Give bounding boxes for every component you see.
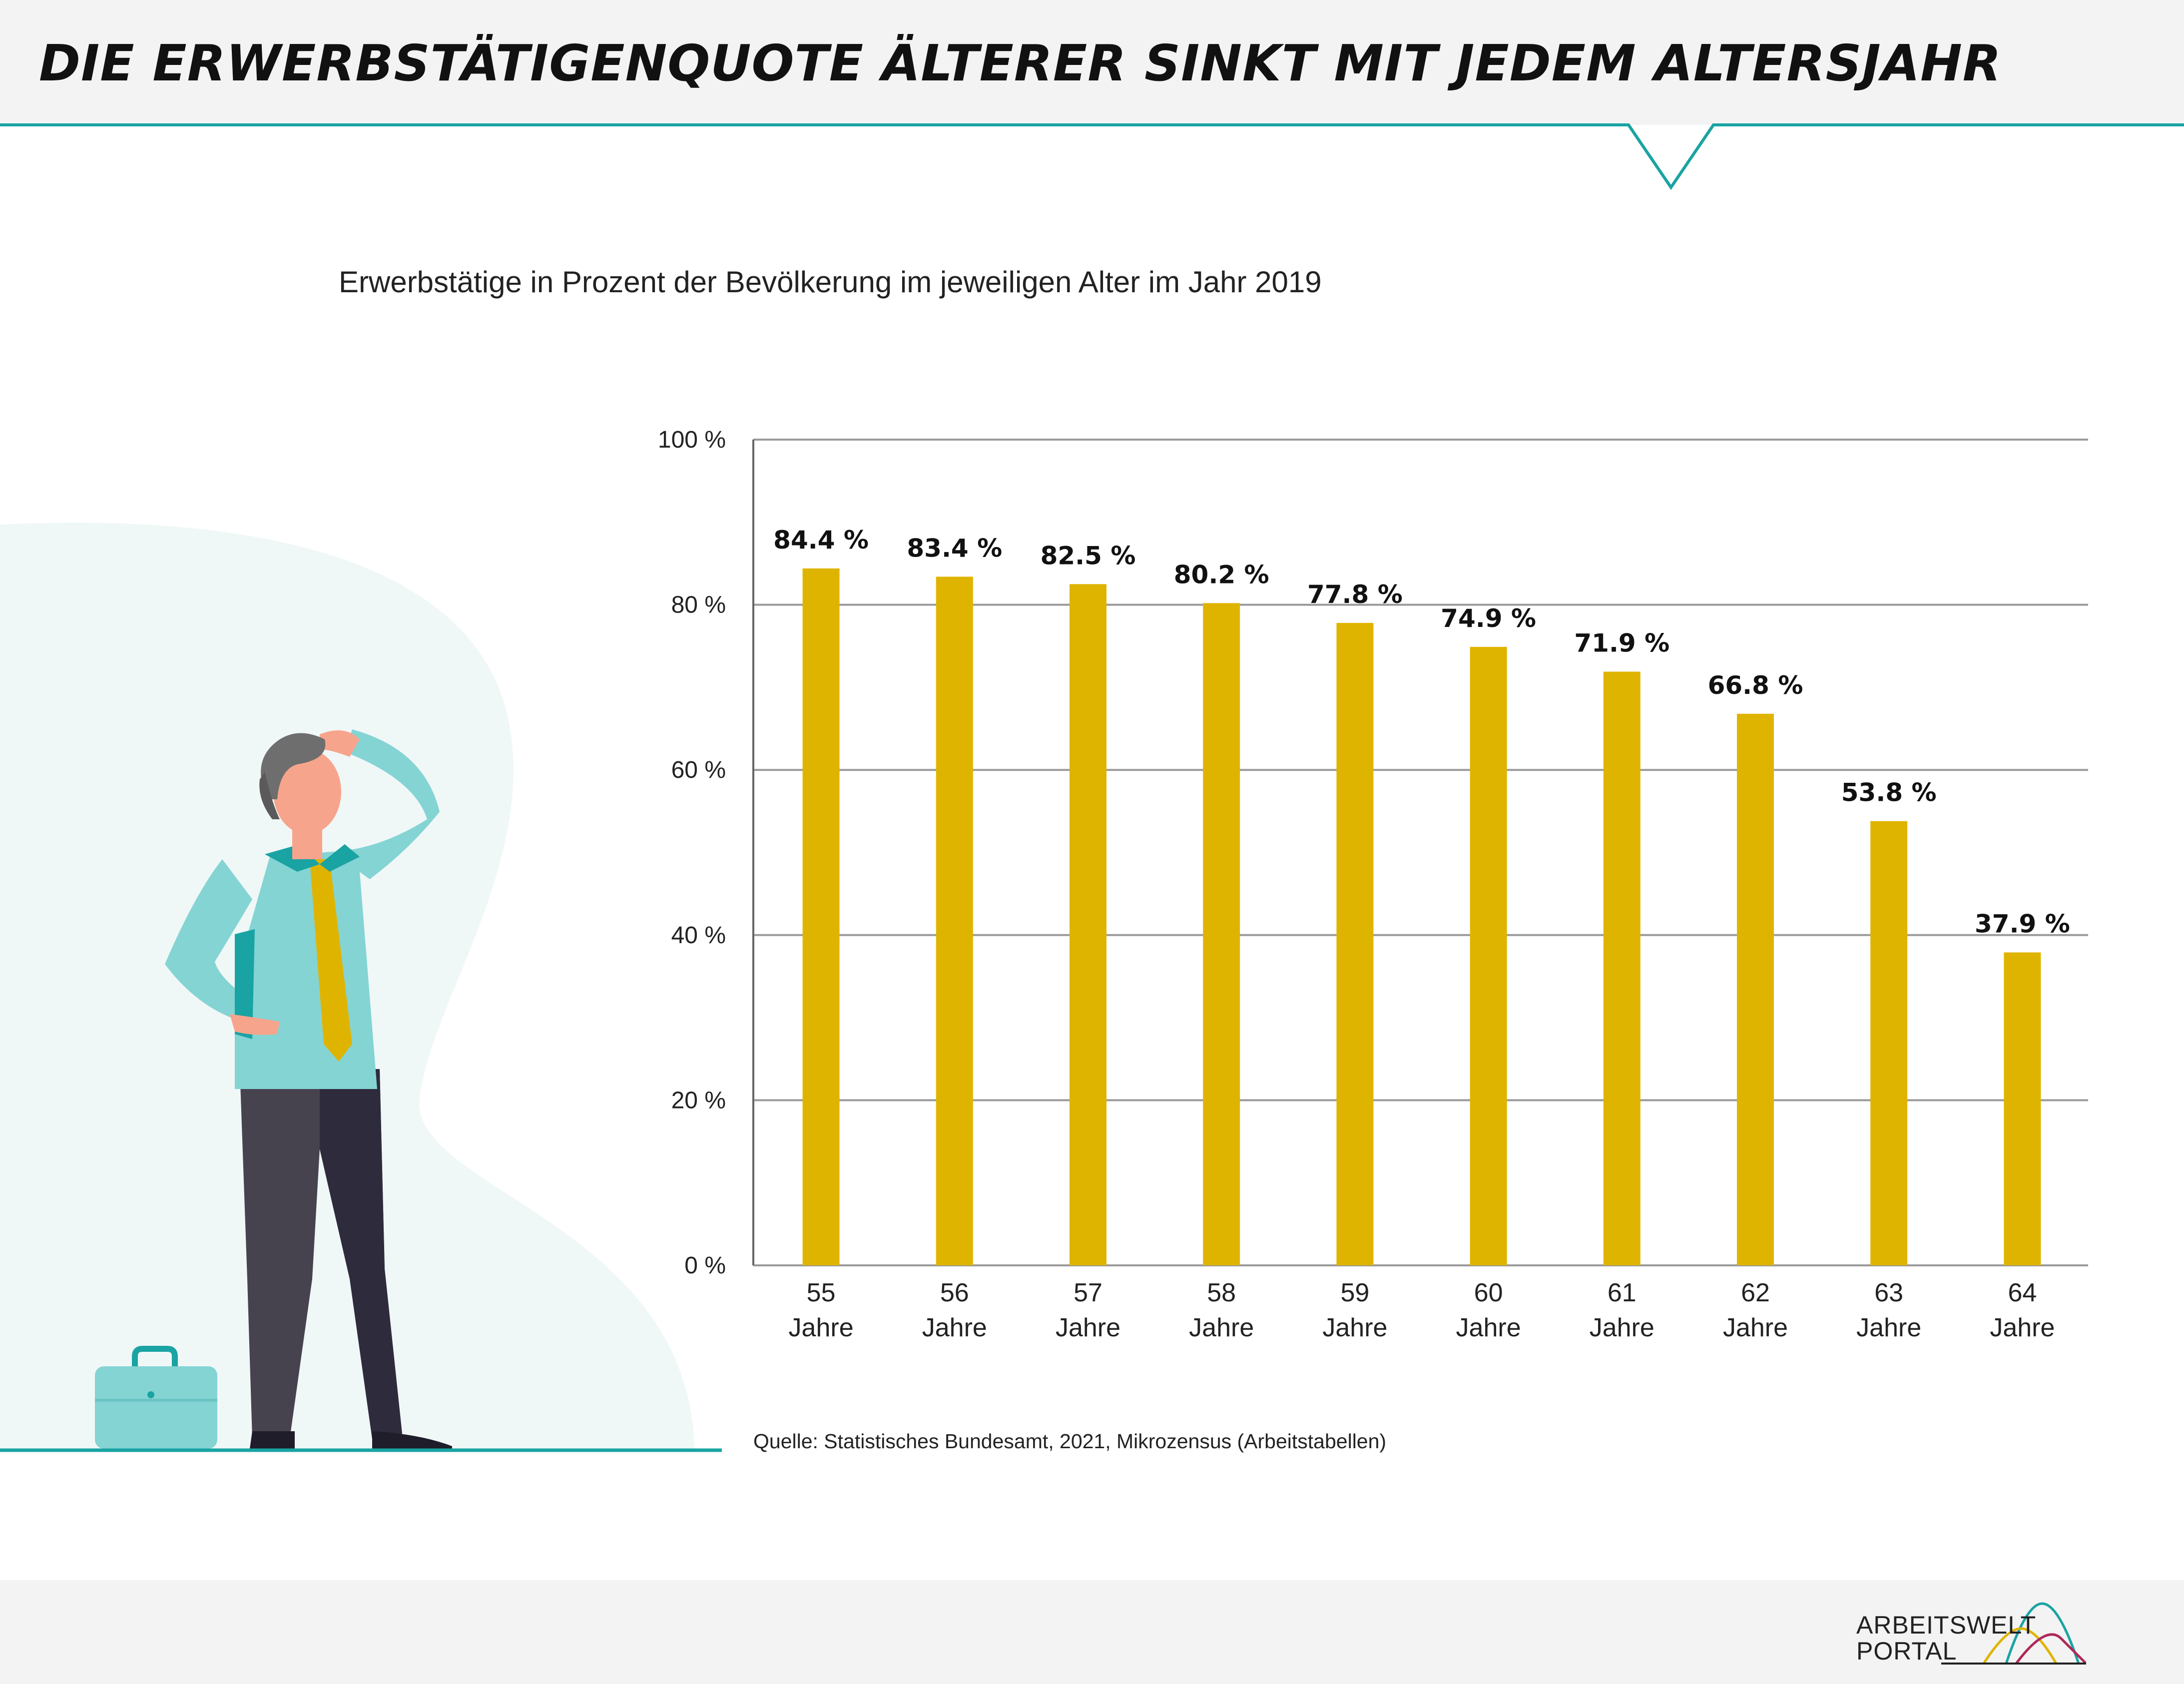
bar <box>1470 646 1507 1265</box>
x-tick-label: Jahre <box>1189 1313 1254 1342</box>
person-illustration <box>0 523 722 1452</box>
y-tick-label: 40 % <box>671 922 726 949</box>
tie <box>310 859 352 1062</box>
data-label: 66.8 % <box>1708 671 1803 700</box>
chart-subtitle: Erwerbstätige in Prozent der Bevölkerung… <box>339 265 1322 299</box>
briefcase-icon <box>95 1346 217 1449</box>
footer-band <box>0 1580 2184 1684</box>
y-tick-labels: 0 % 20 % 40 % 60 % 80 % 100 % <box>658 427 726 1279</box>
data-label: 77.8 % <box>1307 580 1403 609</box>
x-tick-label: 60 <box>1474 1278 1503 1307</box>
x-tick-label: Jahre <box>1456 1313 1521 1342</box>
x-tick-label: Jahre <box>1590 1313 1654 1342</box>
x-tick-label: 56 <box>940 1278 969 1307</box>
data-label: 82.5 % <box>1041 541 1136 570</box>
y-tick-label: 100 % <box>658 427 726 453</box>
bar <box>802 568 840 1265</box>
bar <box>2004 952 2041 1265</box>
y-tick-label: 0 % <box>684 1252 726 1279</box>
gridlines <box>753 439 2088 1266</box>
data-label: 80.2 % <box>1174 560 1269 589</box>
bar <box>1737 713 1774 1265</box>
bar-chart: 0 %20 %40 %60 %80 %100 % 55Jahre56Jahre5… <box>658 427 2088 1342</box>
bar <box>1603 671 1640 1265</box>
x-tick-label: Jahre <box>1322 1313 1387 1342</box>
x-tick-label: 63 <box>1874 1278 1903 1307</box>
header-divider <box>0 123 2184 190</box>
x-tick-labels: 55 Jahre 56 Jahre 57 Jahre 58 Jahre 59 Jahre 60 Jah… <box>789 1278 2055 1342</box>
x-tick-label: Jahre <box>789 1313 854 1342</box>
arbeitswelt-portal-logo: ARBEITSWELT PORTAL <box>1856 1599 2086 1669</box>
shoe-left <box>250 1431 295 1449</box>
x-tick-label: Jahre <box>1723 1313 1788 1342</box>
logo-text-line2: PORTAL <box>1856 1637 1957 1665</box>
x-tick-label: 61 <box>1608 1278 1637 1307</box>
x-tick-label: Jahre <box>922 1313 987 1342</box>
bar <box>936 576 973 1265</box>
data-label: 84.4 % <box>773 526 869 555</box>
bar <box>1070 584 1106 1265</box>
logo-text-line1: ARBEITSWELT <box>1856 1611 2037 1639</box>
x-tick-label: 57 <box>1074 1278 1102 1307</box>
data-labels: 84.4 % 83.4 % 82.5 % 80.2 % 77.8 % 74.9 % 71.9… <box>773 526 2070 939</box>
shoe-right <box>372 1431 452 1449</box>
data-label: 37.9 % <box>1975 910 2070 939</box>
page-title: DIE ERWERBSTÄTIGENQUOTE ÄLTERER SINKT MI… <box>39 34 2002 92</box>
x-tick-label: 64 <box>2008 1278 2037 1307</box>
source-note: Quelle: Statistisches Bundesamt, 2021, M… <box>753 1430 1387 1453</box>
hair <box>261 733 326 799</box>
x-tick-label: Jahre <box>1856 1313 1921 1342</box>
y-tick-label: 80 % <box>671 592 726 618</box>
bar <box>1336 622 1374 1265</box>
bars <box>802 568 2041 1265</box>
data-label: 83.4 % <box>907 534 1002 562</box>
data-label: 53.8 % <box>1841 778 1937 807</box>
y-tick-label: 20 % <box>671 1087 726 1114</box>
bar <box>1870 821 1908 1265</box>
data-label: 74.9 % <box>1441 604 1536 633</box>
x-tick-label: Jahre <box>1056 1313 1120 1342</box>
y-tick-label: 60 % <box>671 757 726 783</box>
logo-curves-icon <box>1941 1602 2086 1665</box>
bar <box>1203 603 1240 1265</box>
face <box>273 749 341 834</box>
x-tick-label: 59 <box>1340 1278 1369 1307</box>
data-label: 71.9 % <box>1574 628 1669 657</box>
x-tick-label: 55 <box>807 1278 836 1307</box>
x-tick-label: 62 <box>1741 1278 1770 1307</box>
x-tick-label: Jahre <box>1990 1313 2055 1342</box>
x-tick-label: 58 <box>1207 1278 1236 1307</box>
header-band <box>0 0 2184 125</box>
